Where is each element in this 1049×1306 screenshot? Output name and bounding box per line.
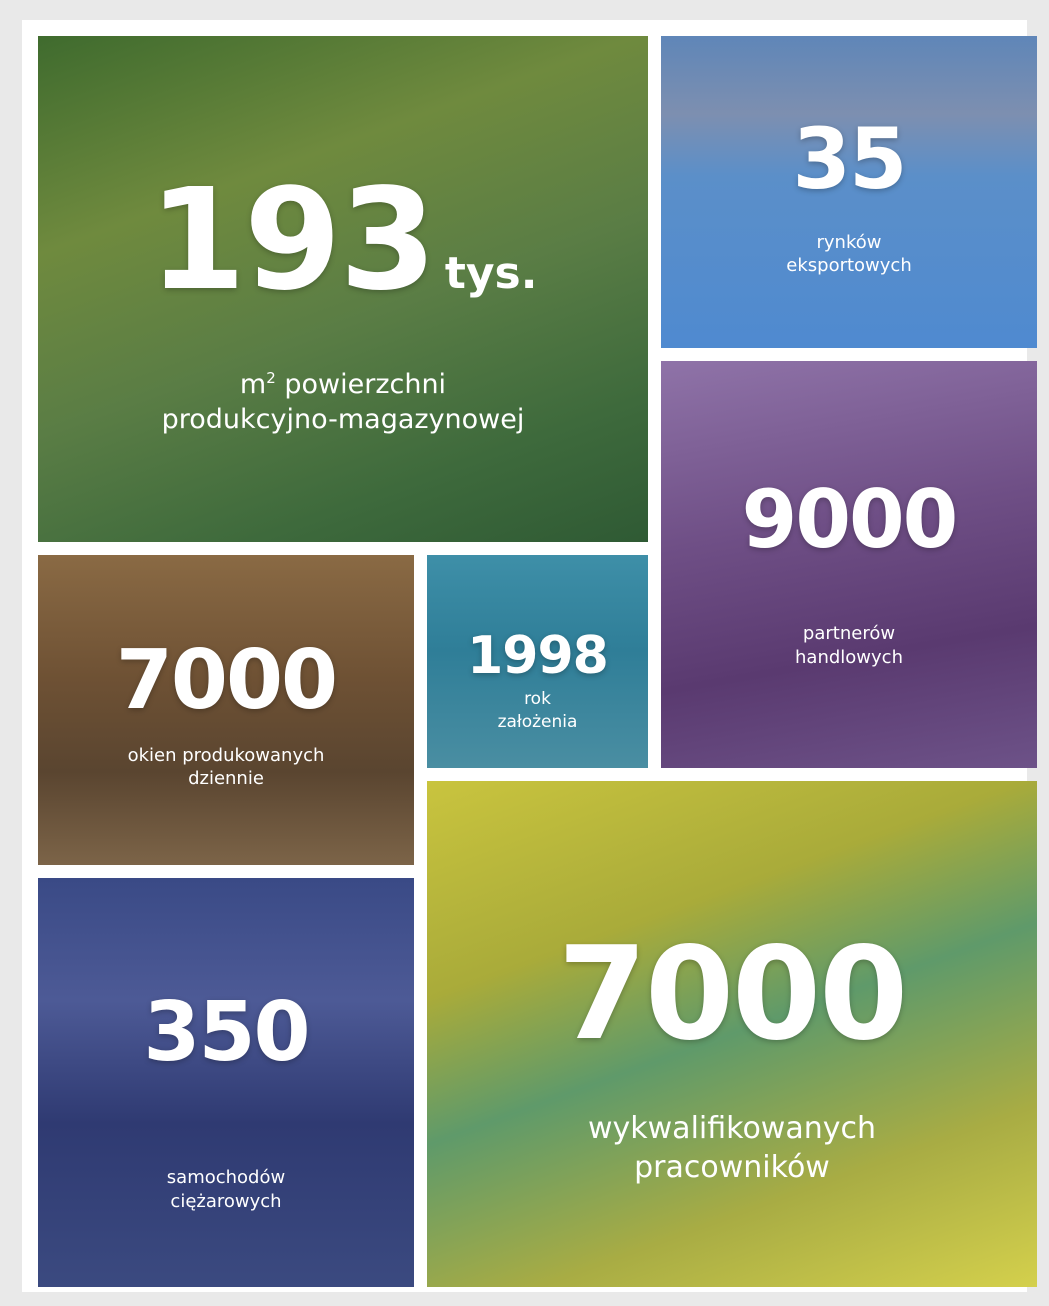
stat-number: 35: [792, 109, 908, 208]
unit-sup: 2: [266, 368, 276, 387]
label-line: ciężarowych: [170, 1190, 282, 1212]
label-line: handlowych: [795, 646, 903, 668]
stat-label: samochodów ciężarowych: [167, 1166, 285, 1213]
tile-area: 193 tys. m2 powierzchni produkcyjno-maga…: [38, 36, 648, 542]
tile-trucks: 350 samochodów ciężarowych: [38, 878, 414, 1287]
label-line: okien produkowanych: [127, 744, 325, 766]
stat-suffix: tys.: [444, 247, 538, 299]
label-line: produkcyjno-magazynowej: [161, 404, 525, 435]
label-line: powierzchni: [284, 368, 447, 400]
label-line: dziennie: [188, 768, 264, 789]
stat-number: 1998: [467, 626, 609, 687]
stat-number: 350: [143, 985, 310, 1081]
label-line: założenia: [497, 711, 578, 732]
label-line: rynków: [816, 231, 882, 253]
stat-label: okien produkowanych dziennie: [128, 744, 325, 791]
number-row: 193 tys.: [148, 158, 538, 322]
label-line: wykwalifikowanych: [587, 1111, 876, 1146]
tile-markets: 35 rynków eksportowych: [661, 36, 1037, 348]
label-line: eksportowych: [786, 255, 912, 276]
label-line: samochodów: [166, 1167, 286, 1189]
stat-label: wykwalifikowanych pracowników: [588, 1109, 876, 1187]
label-line: rok: [524, 689, 551, 710]
stat-number: 9000: [741, 473, 959, 567]
unit: m: [239, 368, 267, 400]
tile-founded: 1998 rok założenia: [427, 555, 648, 768]
stat-label: rynków eksportowych: [786, 231, 911, 278]
tile-employees: 7000 wykwalifikowanych pracowników: [427, 781, 1037, 1287]
stat-number: 193: [148, 158, 437, 322]
tile-windows: 7000 okien produkowanych dziennie: [38, 555, 414, 865]
stat-label: m2 powierzchni produkcyjno-magazynowej: [162, 367, 525, 437]
stat-number: 7000: [115, 632, 338, 728]
stat-label: partnerów handlowych: [795, 622, 903, 669]
stat-label: rok założenia: [498, 688, 578, 732]
label-line: partnerów: [802, 623, 896, 645]
stat-number: 7000: [557, 920, 908, 1069]
tile-partners: 9000 partnerów handlowych: [661, 361, 1037, 768]
label-line: pracowników: [634, 1150, 830, 1185]
